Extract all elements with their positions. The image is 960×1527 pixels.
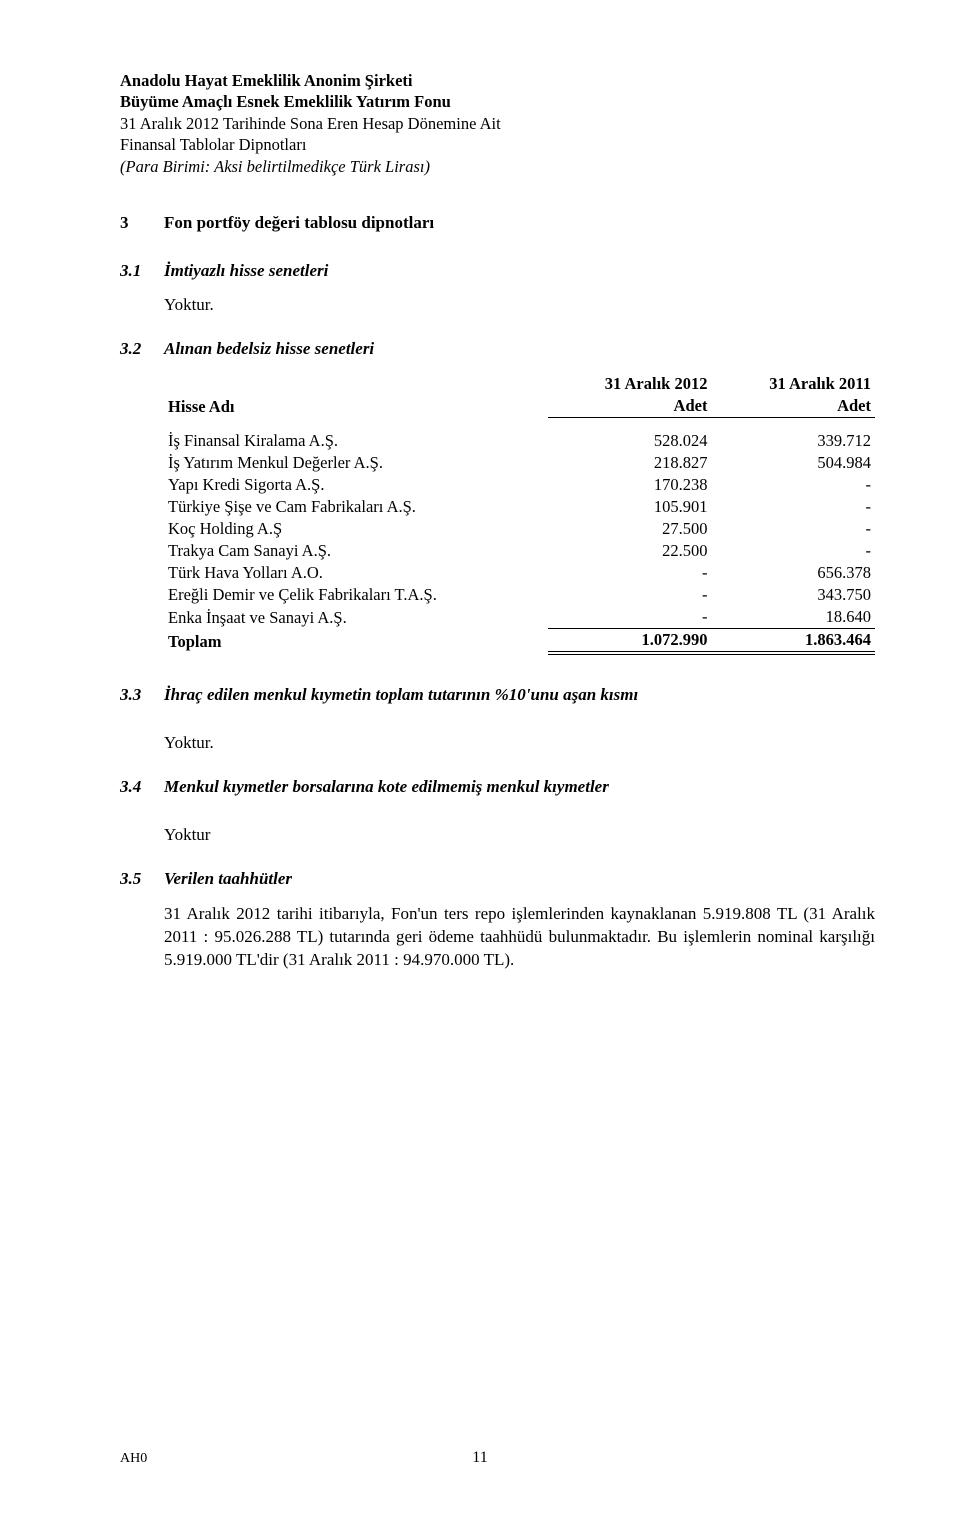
- col-header-unit-2: Adet: [711, 395, 875, 418]
- section-title: Verilen taahhütler: [164, 869, 292, 889]
- section-3-2-heading: 3.2 Alınan bedelsiz hisse senetleri: [120, 339, 875, 359]
- row-value-2: 18.640: [711, 606, 875, 629]
- row-label: Türk Hava Yolları A.O.: [164, 562, 548, 584]
- total-value-1: 1.072.990: [548, 629, 712, 654]
- total-value-2: 1.863.464: [711, 629, 875, 654]
- header-fund: Büyüme Amaçlı Esnek Emeklilik Yatırım Fo…: [120, 91, 875, 112]
- row-label: Trakya Cam Sanayi A.Ş.: [164, 540, 548, 562]
- row-value-1: -: [548, 584, 712, 606]
- table-row: Yapı Kredi Sigorta A.Ş. 170.238 -: [164, 474, 875, 496]
- section-number: 3.4: [120, 777, 164, 797]
- table-row: Trakya Cam Sanayi A.Ş. 22.500 -: [164, 540, 875, 562]
- row-value-2: 504.984: [711, 452, 875, 474]
- row-label: İş Finansal Kiralama A.Ş.: [164, 430, 548, 452]
- row-value-1: 170.238: [548, 474, 712, 496]
- row-value-2: -: [711, 518, 875, 540]
- header-notes: Finansal Tablolar Dipnotları: [120, 134, 875, 155]
- row-label: Türkiye Şişe ve Cam Fabrikaları A.Ş.: [164, 496, 548, 518]
- section-3-1-heading: 3.1 İmtiyazlı hisse senetleri: [120, 261, 875, 281]
- document-header: Anadolu Hayat Emeklilik Anonim Şirketi B…: [120, 70, 875, 177]
- row-value-1: 22.500: [548, 540, 712, 562]
- table-row: Türk Hava Yolları A.O. - 656.378: [164, 562, 875, 584]
- shares-table: 31 Aralık 2012 31 Aralık 2011 Hisse Adı …: [164, 373, 875, 655]
- table-row: Koç Holding A.Ş 27.500 -: [164, 518, 875, 540]
- section-title: İhraç edilen menkul kıymetin toplam tuta…: [164, 685, 638, 705]
- section-number: 3.3: [120, 685, 164, 705]
- row-value-1: 105.901: [548, 496, 712, 518]
- row-value-1: -: [548, 606, 712, 629]
- none-text: Yoktur.: [164, 733, 875, 753]
- row-value-2: -: [711, 496, 875, 518]
- row-value-1: 27.500: [548, 518, 712, 540]
- section-number: 3.1: [120, 261, 164, 281]
- row-value-1: 218.827: [548, 452, 712, 474]
- section-3-4-heading: 3.4 Menkul kıymetler borsalarına kote ed…: [120, 777, 875, 797]
- row-label: Yapı Kredi Sigorta A.Ş.: [164, 474, 548, 496]
- row-label: Enka İnşaat ve Sanayi A.Ş.: [164, 606, 548, 629]
- section-number: 3: [120, 213, 164, 233]
- section-3-5-body: 31 Aralık 2012 tarihi itibarıyla, Fon'un…: [164, 903, 875, 971]
- table-row: Ereğli Demir ve Çelik Fabrikaları T.A.Ş.…: [164, 584, 875, 606]
- table-row: İş Finansal Kiralama A.Ş. 528.024 339.71…: [164, 430, 875, 452]
- section-title: Alınan bedelsiz hisse senetleri: [164, 339, 374, 359]
- col-header-period-2: 31 Aralık 2011: [711, 373, 875, 395]
- section-title: Menkul kıymetler borsalarına kote edilme…: [164, 777, 609, 797]
- table-row: Türkiye Şişe ve Cam Fabrikaları A.Ş. 105…: [164, 496, 875, 518]
- col-header-label: Hisse Adı: [164, 395, 548, 418]
- row-label: Ereğli Demir ve Çelik Fabrikaları T.A.Ş.: [164, 584, 548, 606]
- row-label: İş Yatırım Menkul Değerler A.Ş.: [164, 452, 548, 474]
- header-period: 31 Aralık 2012 Tarihinde Sona Eren Hesap…: [120, 113, 875, 134]
- header-company: Anadolu Hayat Emeklilik Anonim Şirketi: [120, 70, 875, 91]
- table-row: Enka İnşaat ve Sanayi A.Ş. - 18.640: [164, 606, 875, 629]
- section-title: İmtiyazlı hisse senetleri: [164, 261, 328, 281]
- table-total-row: Toplam 1.072.990 1.863.464: [164, 629, 875, 654]
- page-number: 11: [0, 1449, 960, 1467]
- row-value-2: 656.378: [711, 562, 875, 584]
- row-value-2: 339.712: [711, 430, 875, 452]
- table-row: İş Yatırım Menkul Değerler A.Ş. 218.827 …: [164, 452, 875, 474]
- section-3-3-heading: 3.3 İhraç edilen menkul kıymetin toplam …: [120, 685, 875, 705]
- section-number: 3.5: [120, 869, 164, 889]
- row-value-2: -: [711, 474, 875, 496]
- section-title: Fon portföy değeri tablosu dipnotları: [164, 213, 434, 233]
- table-header-row-1: 31 Aralık 2012 31 Aralık 2011: [164, 373, 875, 395]
- col-header-unit-1: Adet: [548, 395, 712, 418]
- none-text: Yoktur.: [164, 295, 875, 315]
- row-value-2: -: [711, 540, 875, 562]
- total-label: Toplam: [164, 629, 548, 654]
- section-3-5-heading: 3.5 Verilen taahhütler: [120, 869, 875, 889]
- section-3-heading: 3 Fon portföy değeri tablosu dipnotları: [120, 213, 875, 233]
- col-header-period-1: 31 Aralık 2012: [548, 373, 712, 395]
- row-value-1: 528.024: [548, 430, 712, 452]
- row-label: Koç Holding A.Ş: [164, 518, 548, 540]
- none-text: Yoktur: [164, 825, 875, 845]
- row-value-2: 343.750: [711, 584, 875, 606]
- section-number: 3.2: [120, 339, 164, 359]
- row-value-1: -: [548, 562, 712, 584]
- table-header-row-2: Hisse Adı Adet Adet: [164, 395, 875, 418]
- header-currency: (Para Birimi: Aksi belirtilmedikçe Türk …: [120, 156, 875, 177]
